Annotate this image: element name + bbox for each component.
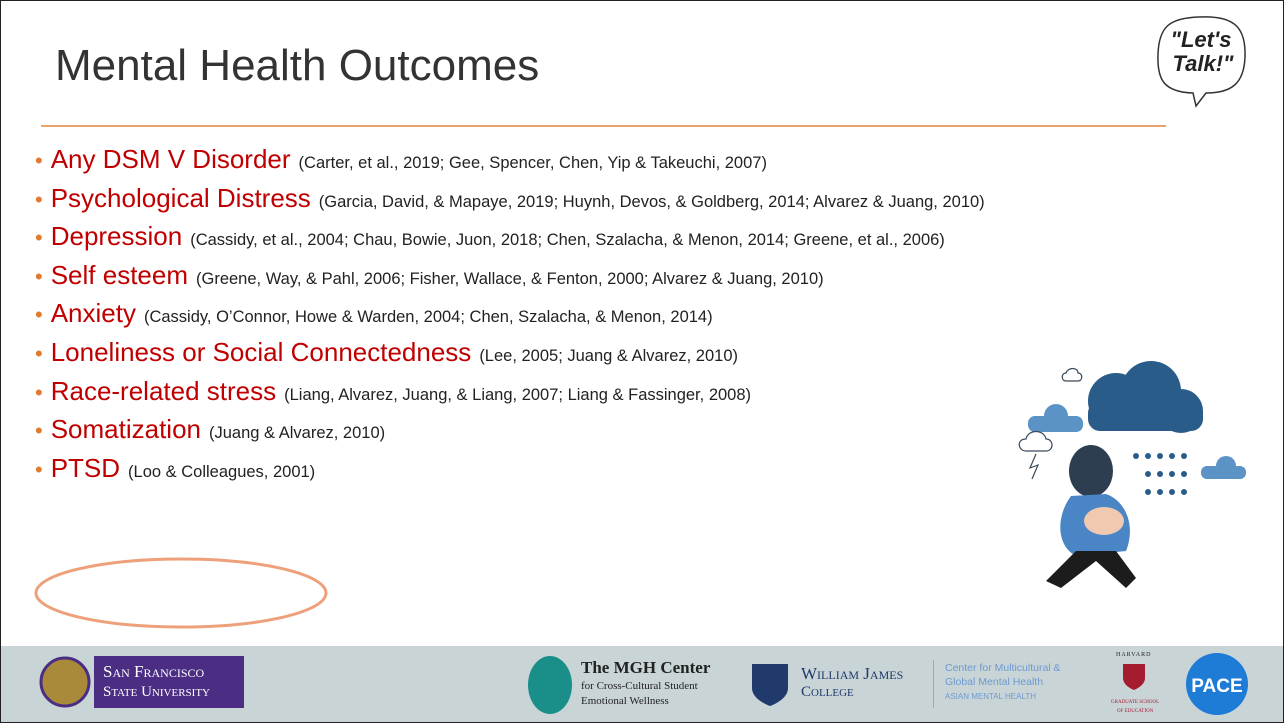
bullet: • — [35, 148, 43, 174]
title-rule — [41, 125, 1166, 127]
outcome-citation: (Juang & Alvarez, 2010) — [209, 424, 385, 443]
talk-badge: "Let's Talk!" — [1151, 9, 1251, 109]
outcome-citation: (Greene, Way, & Pahl, 2006; Fisher, Wall… — [196, 270, 824, 289]
divider — [933, 660, 934, 708]
bullet: • — [35, 187, 43, 213]
outcome-item: • Psychological Distress (Garcia, David, &… — [35, 183, 985, 222]
logo-text: The MGH Center — [581, 658, 710, 678]
highlight-ellipse — [21, 553, 341, 637]
logo-text: for Cross-Cultural Student — [581, 680, 698, 692]
logo-text: HARVARD — [1116, 652, 1151, 658]
outcome-item: • Anxiety (Cassidy, O’Connor, Howe & Warde… — [35, 298, 985, 337]
logo-text: Center for Multicultural & — [945, 662, 1061, 674]
logo-text: College — [801, 684, 854, 701]
logo-text: Emotional Wellness — [581, 695, 669, 707]
outcome-item: • Race-related stress (Liang, Alvarez, Jua… — [35, 376, 985, 415]
outcome-term: Loneliness or Social Connectedness — [51, 337, 472, 368]
logo-text: San Francisco — [103, 662, 204, 682]
outcome-term: Depression — [51, 221, 183, 252]
outcome-term: Race-related stress — [51, 376, 276, 407]
outcome-item: • Loneliness or Social Connectedness (Lee,… — [35, 337, 985, 376]
logo-text: Global Mental Health — [945, 676, 1043, 688]
bullet: • — [35, 341, 43, 367]
outcome-item: • Somatization (Juang & Alvarez, 2010) — [35, 414, 985, 453]
logo-text: William James — [801, 664, 903, 684]
outcome-item: • Depression (Cassidy, et al., 2004; Chau,… — [35, 221, 985, 260]
outcome-citation: (Cassidy, et al., 2004; Chau, Bowie, Juo… — [190, 231, 945, 250]
logo-text: GRADUATE SCHOOL — [1111, 700, 1159, 705]
bullet: • — [35, 380, 43, 406]
mgh-logo — [525, 654, 575, 716]
harvard-shield — [1121, 662, 1147, 692]
slide-title: Mental Health Outcomes — [55, 41, 539, 91]
badge-text: Talk!" — [1173, 51, 1235, 76]
outcome-item: • Self esteem (Greene, Way, & Pahl, 2006; … — [35, 260, 985, 299]
outcome-term: Psychological Distress — [51, 183, 311, 214]
outcome-citation: (Loo & Colleagues, 2001) — [128, 463, 315, 482]
outcome-term: Somatization — [51, 414, 201, 445]
slide: Mental Health Outcomes "Let's Talk!" • An… — [0, 0, 1284, 723]
outcome-citation: (Garcia, David, & Mapaye, 2019; Huynh, D… — [319, 193, 985, 212]
logo-text: PACE — [1191, 676, 1242, 697]
outcome-term: Self esteem — [51, 260, 188, 291]
outcome-citation: (Carter, et al., 2019; Gee, Spencer, Che… — [299, 154, 767, 173]
bullet: • — [35, 264, 43, 290]
sfsu-seal — [39, 656, 91, 708]
illustration — [986, 356, 1256, 596]
outcome-item: • Any DSM V Disorder (Carter, et al., 2019… — [35, 144, 985, 183]
wjc-logo — [748, 660, 792, 708]
bullet: • — [35, 225, 43, 251]
bullet: • — [35, 418, 43, 444]
logo-text: ASIAN MENTAL HEALTH — [945, 692, 1036, 701]
outcome-term: PTSD — [51, 453, 120, 484]
outcome-term: Any DSM V Disorder — [51, 144, 291, 175]
logo-text: State University — [103, 684, 210, 701]
badge-text: "Let's — [1171, 27, 1232, 52]
outcome-list: • Any DSM V Disorder (Carter, et al., 2019… — [35, 144, 985, 491]
outcome-citation: (Lee, 2005; Juang & Alvarez, 2010) — [479, 347, 738, 366]
sfsu-box: San Francisco State University — [94, 656, 244, 708]
outcome-item: • PTSD (Loo & Colleagues, 2001) — [35, 453, 985, 492]
bullet: • — [35, 457, 43, 483]
outcome-citation: (Liang, Alvarez, Juang, & Liang, 2007; L… — [284, 386, 751, 405]
logo-text: OF EDUCATION — [1117, 709, 1153, 714]
bullet: • — [35, 302, 43, 328]
footer: San Francisco State University The MGH C… — [1, 646, 1283, 722]
outcome-citation: (Cassidy, O’Connor, Howe & Warden, 2004;… — [144, 308, 713, 327]
outcome-term: Anxiety — [51, 298, 136, 329]
pace-logo: PACE — [1184, 651, 1250, 717]
